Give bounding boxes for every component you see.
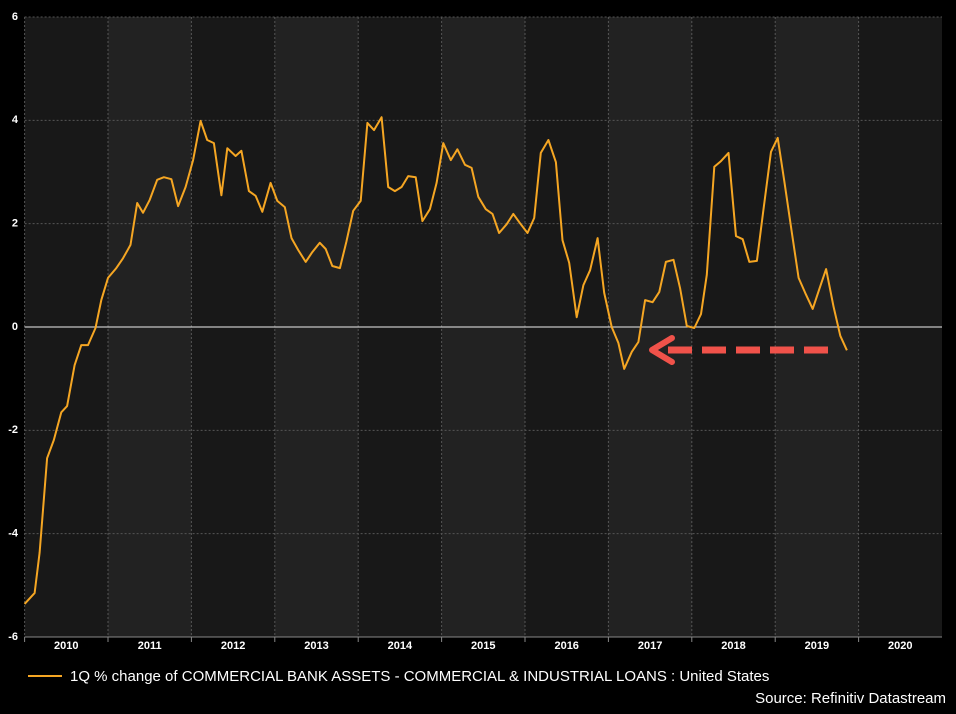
x-tick-label: 2011	[138, 640, 162, 652]
legend-label: 1Q % change of COMMERCIAL BANK ASSETS - …	[70, 668, 769, 685]
x-tick-label: 2017	[638, 640, 662, 652]
x-tick-label: 2012	[221, 640, 245, 652]
x-tick-label: 2016	[554, 640, 578, 652]
y-tick-label: -6	[8, 631, 18, 643]
y-tick-label: 0	[12, 321, 18, 333]
x-tick-label: 2013	[304, 640, 328, 652]
y-tick-label: 4	[12, 114, 19, 126]
x-tick-label: 2014	[388, 640, 413, 652]
x-tick-label: 2019	[805, 640, 829, 652]
y-tick-label: -2	[8, 424, 18, 436]
x-tick-label: 2020	[888, 640, 912, 652]
x-tick-label: 2018	[721, 640, 745, 652]
source: Source: Refinitiv Datastream	[755, 690, 946, 707]
y-tick-label: -4	[8, 528, 19, 540]
y-tick-label: 6	[12, 11, 18, 23]
y-tick-label: 2	[12, 218, 18, 230]
x-tick-label: 2015	[471, 640, 495, 652]
x-tick-label: 2010	[54, 640, 78, 652]
arrow	[649, 335, 828, 365]
series-line	[23, 116, 848, 605]
